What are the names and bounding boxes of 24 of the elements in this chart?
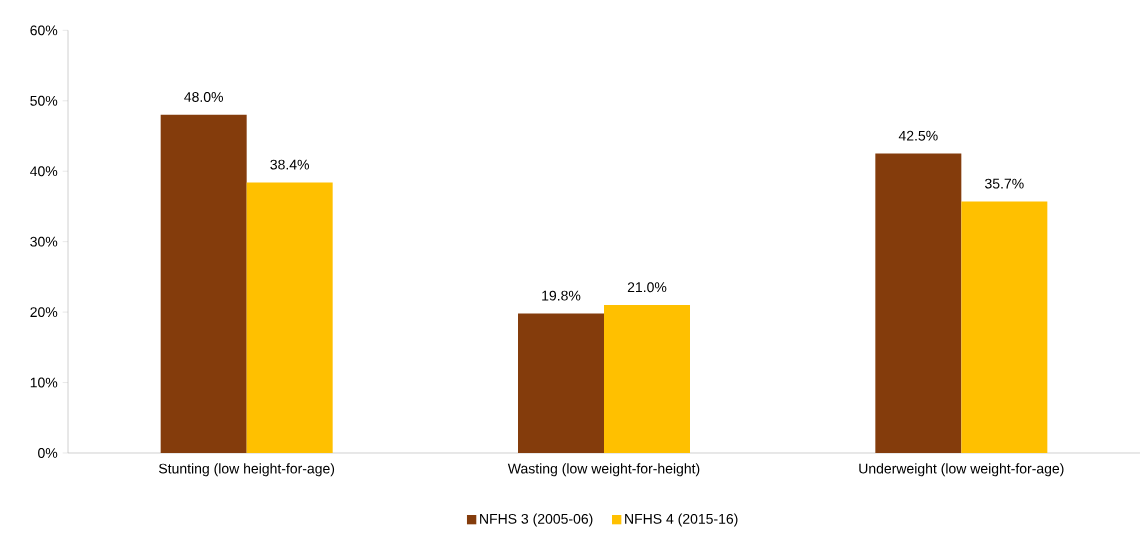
bar [604, 305, 690, 453]
data-label: 42.5% [898, 130, 938, 141]
bar [518, 313, 605, 453]
y-tick-label: 60% [30, 25, 58, 36]
y-tick-label: 40% [30, 166, 58, 177]
y-tick-label: 50% [30, 95, 58, 106]
bar [961, 201, 1048, 453]
bar [246, 182, 333, 453]
data-label: 21.0% [627, 282, 667, 293]
x-tick-label: Underweight (low weight-for-age) [859, 463, 1064, 477]
bar [875, 153, 962, 453]
data-label: 35.7% [985, 178, 1024, 189]
y-tick-label: 30% [30, 236, 58, 247]
data-label: 19.8% [542, 290, 581, 301]
data-label: 48.0% [184, 92, 224, 102]
y-tick-label: 20% [30, 307, 58, 318]
legend-label: NFHS 4 (2015-16) [625, 513, 738, 527]
y-tick-label: 10% [30, 377, 58, 388]
legend-label: NFHS 3 (2005-06) [480, 513, 593, 527]
data-label: 38.4% [270, 159, 310, 170]
x-tick-label: Stunting (low height-for-age) [158, 463, 335, 477]
bar [160, 114, 247, 453]
x-tick-label: Wasting (low weight-for-height) [507, 463, 700, 477]
y-tick-label: 0% [38, 448, 58, 458]
